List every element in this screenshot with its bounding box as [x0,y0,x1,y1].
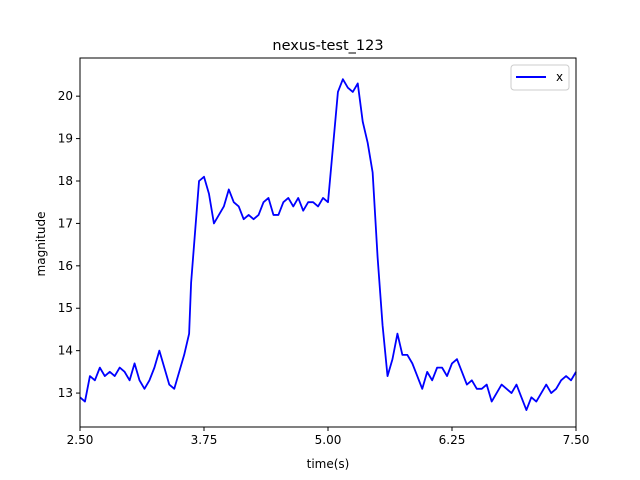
y-tick-label: 18 [58,174,73,188]
x-tick-label: 7.50 [563,433,590,447]
legend: x [510,64,570,91]
y-tick-label: 17 [58,216,73,230]
y-tick-label: 15 [58,301,73,315]
x-tick-label: 5.00 [315,433,342,447]
y-tick-label: 13 [58,386,73,400]
x-axis-label: time(s) [307,457,350,471]
x-tick-label: 3.75 [191,433,218,447]
legend-label-x: x [556,70,563,84]
plot-area: 2.50 3.75 5.00 6.25 7.50 13 14 15 16 17 18 19 20 [58,57,590,447]
series-line-x [79,78,577,411]
x-tick-label: 2.50 [67,433,94,447]
y-tick-label: 16 [58,259,73,273]
y-tick-label: 14 [58,344,73,358]
y-tick-label: 20 [58,89,73,103]
chart-title: nexus-test_123 [272,38,383,54]
x-tick-label: 6.25 [439,433,466,447]
y-tick-label: 19 [58,132,73,146]
y-axis-label: magnitude [34,212,48,277]
